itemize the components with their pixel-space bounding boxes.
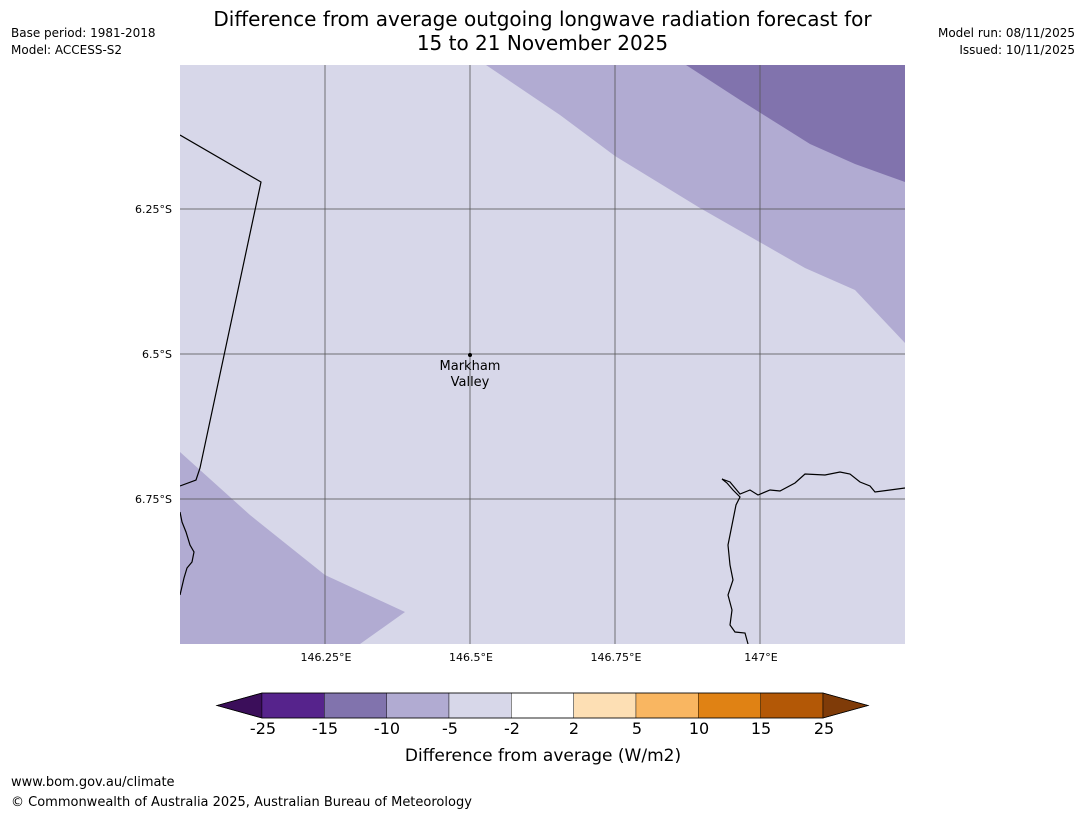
- colorbar-bin: [511, 692, 574, 719]
- markham-valley-marker: [468, 353, 472, 357]
- map-title-line2: 15 to 21 November 2025: [416, 31, 669, 55]
- map-plot-area: [180, 65, 905, 644]
- colorbar-outline: [215, 692, 870, 719]
- colorbar-bin: [760, 692, 824, 719]
- issued-text: Issued: 10/11/2025: [959, 43, 1075, 57]
- colorbar-extend-low: [215, 692, 263, 719]
- colorbar-tick: -25: [249, 719, 277, 738]
- header-meta-right: Model run: 08/11/2025 Issued: 10/11/2025: [938, 25, 1075, 59]
- model-run-text: Model run: 08/11/2025: [937, 26, 1075, 40]
- anomaly-region-southwest-band: [180, 452, 405, 644]
- lon-label-147: 147°E: [744, 651, 778, 664]
- colorbar-tick: -5: [442, 719, 458, 738]
- lon-label-146-25: 146.25°E: [300, 651, 352, 664]
- base-period-text: Base period: 1981-2018: [11, 26, 156, 40]
- colorbar-bin: [324, 692, 387, 719]
- colorbar-tick: -15: [311, 719, 339, 738]
- map-title: Difference from average outgoing longwav…: [180, 7, 905, 55]
- lon-label-146-75: 146.75°E: [590, 651, 642, 664]
- colorbar-tick: -2: [504, 719, 520, 738]
- colorbar-tick: 10: [688, 719, 710, 738]
- colorbar: [215, 692, 870, 719]
- lat-label-6-5: 6.5°S: [142, 348, 172, 361]
- colorbar-title: Difference from average (W/m2): [404, 746, 682, 766]
- colorbar-bin: [448, 692, 512, 719]
- colorbar-tick: 5: [631, 719, 643, 738]
- colorbar-tick: 15: [750, 719, 772, 738]
- model-text: Model: ACCESS-S2: [11, 43, 123, 57]
- header-meta-left: Base period: 1981-2018 Model: ACCESS-S2: [11, 25, 156, 59]
- colorbar-tick: 2: [568, 719, 580, 738]
- province-boundary: [180, 134, 262, 487]
- colorbar-bin: [386, 692, 450, 719]
- colorbar-bin: [573, 692, 637, 719]
- anomaly-region-northeast-corner: [686, 65, 905, 182]
- coastline-west: [180, 511, 195, 596]
- colorbar-bin: [635, 692, 699, 719]
- map-boundaries: [180, 134, 905, 644]
- place-label-markham-valley: Markham Valley: [440, 359, 501, 391]
- footer-website: www.bom.gov.au/climate: [11, 775, 175, 790]
- lon-label-146-5: 146.5°E: [449, 651, 493, 664]
- footer-copyright: © Commonwealth of Australia 2025, Austra…: [11, 795, 472, 810]
- colorbar-bin: [698, 692, 761, 719]
- colorbar-bin: [261, 692, 325, 719]
- lat-label-6-25: 6.25°S: [135, 203, 172, 216]
- lat-label-6-75: 6.75°S: [135, 493, 172, 506]
- colorbar-tick: 25: [813, 719, 835, 738]
- coastline-huon-gulf: [721, 471, 905, 644]
- colorbar-extend-high: [822, 692, 870, 719]
- place-label-line2: Valley: [450, 375, 490, 390]
- colorbar-tick: -10: [373, 719, 401, 738]
- map-title-line1: Difference from average outgoing longwav…: [213, 7, 872, 31]
- place-label-line1: Markham: [439, 359, 501, 374]
